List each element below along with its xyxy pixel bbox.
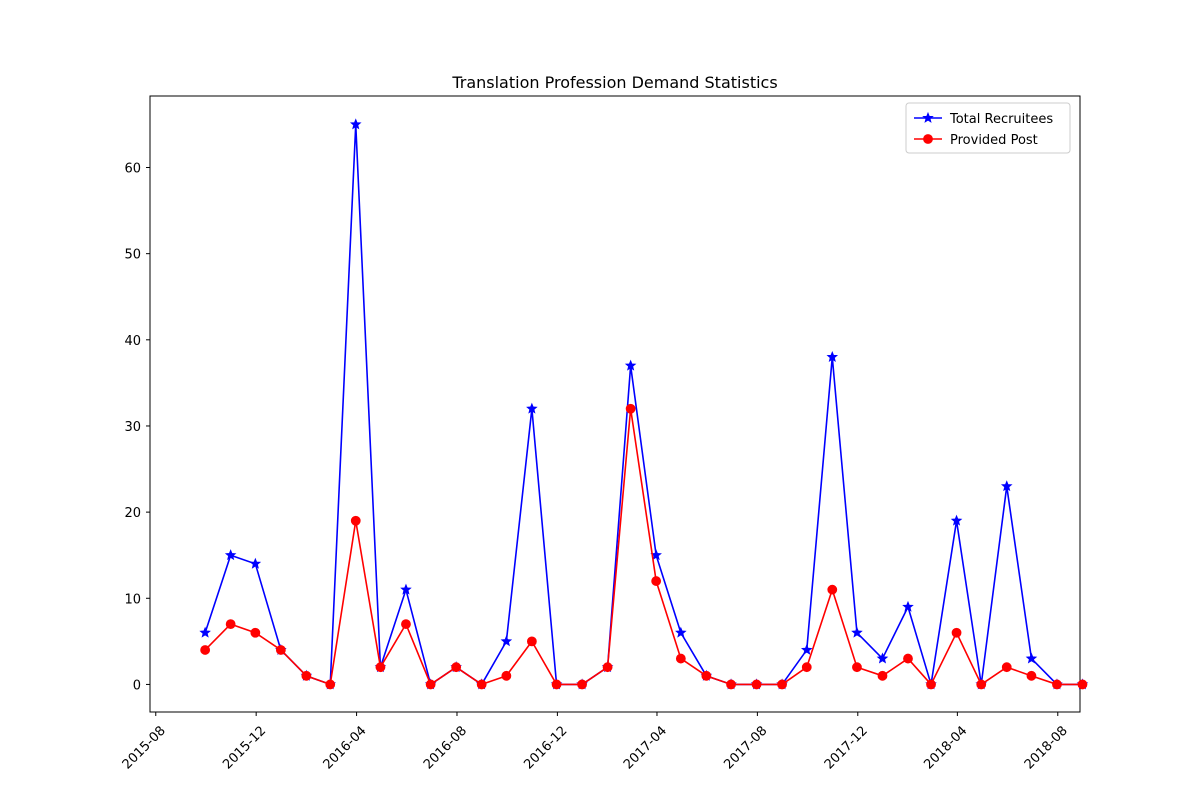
x-tick-label: 2018-08	[1022, 723, 1071, 772]
series-provided-post	[200, 403, 1088, 690]
data-point-provided-post	[726, 679, 736, 690]
x-tick-label: 2018-04	[921, 723, 970, 772]
data-point-provided-post	[625, 403, 636, 414]
data-point-provided-post	[526, 636, 537, 647]
data-point-provided-post	[852, 662, 862, 673]
legend-marker-total-recruitees	[922, 111, 934, 123]
data-point-provided-post	[250, 627, 261, 638]
data-point-provided-post	[976, 679, 987, 690]
data-point-total-recruitees	[800, 643, 813, 655]
data-point-provided-post	[375, 662, 386, 673]
data-point-provided-post	[1052, 679, 1062, 690]
data-point-total-recruitees	[675, 626, 687, 638]
data-point-total-recruitees	[500, 635, 513, 647]
data-point-provided-post	[1001, 662, 1012, 673]
data-point-provided-post	[602, 662, 613, 673]
data-point-total-recruitees	[826, 350, 839, 362]
data-point-provided-post	[903, 653, 913, 664]
data-point-provided-post	[476, 679, 487, 690]
data-point-provided-post	[325, 679, 336, 690]
y-tick-label: 60	[124, 162, 141, 177]
data-point-total-recruitees	[199, 626, 211, 638]
y-tick-label: 20	[124, 506, 141, 521]
y-tick-label: 40	[124, 334, 141, 349]
x-tick-label: 2016-12	[521, 723, 570, 772]
series-layer	[199, 118, 1089, 690]
data-point-provided-post	[577, 679, 587, 690]
x-tick-label: 2017-12	[822, 723, 871, 772]
data-point-provided-post	[651, 576, 662, 586]
data-point-provided-post	[350, 515, 361, 526]
data-point-provided-post	[425, 679, 436, 690]
data-point-total-recruitees	[851, 626, 863, 638]
series-line-provided-post	[204, 407, 1083, 686]
legend-marker-provided-post	[923, 134, 933, 144]
legend-label-total-recruitees: Total Recruitees	[949, 112, 1053, 127]
data-point-total-recruitees	[349, 118, 362, 130]
data-point-total-recruitees	[526, 402, 538, 414]
x-tick-label: 2016-08	[421, 723, 470, 772]
data-point-provided-post	[401, 619, 411, 630]
data-point-provided-post	[275, 645, 286, 655]
data-point-provided-post	[777, 679, 787, 690]
data-point-total-recruitees	[902, 600, 914, 612]
data-point-provided-post	[1026, 670, 1037, 681]
data-point-provided-post	[451, 662, 462, 673]
data-point-provided-post	[501, 670, 512, 681]
y-tick-label: 0	[133, 678, 141, 693]
data-point-provided-post	[926, 679, 936, 690]
data-point-total-recruitees	[1000, 480, 1013, 492]
data-point-provided-post	[827, 584, 838, 595]
plot-frame	[149, 95, 1081, 713]
data-point-provided-post	[675, 653, 686, 664]
data-point-total-recruitees	[249, 557, 262, 569]
legend-box	[905, 102, 1071, 154]
y-tick-label: 30	[124, 420, 141, 435]
chart-title: Translation Profession Demand Statistics	[451, 73, 777, 92]
legend: Total Recruitees Provided Post	[905, 102, 1071, 154]
data-point-total-recruitees	[224, 549, 237, 561]
data-point-provided-post	[1077, 679, 1088, 690]
y-tick-label: 50	[124, 248, 141, 263]
data-point-provided-post	[951, 627, 962, 638]
x-tick-label: 2016-04	[321, 723, 370, 772]
data-point-provided-post	[200, 645, 211, 655]
data-point-total-recruitees	[624, 359, 637, 371]
data-point-provided-post	[701, 670, 712, 681]
data-point-provided-post	[301, 670, 312, 681]
series-total-recruitees	[199, 118, 1089, 690]
x-tick-label: 2015-08	[120, 723, 169, 772]
data-point-provided-post	[877, 670, 888, 681]
x-tick-label: 2015-12	[220, 723, 269, 772]
data-point-total-recruitees	[1025, 652, 1038, 664]
legend-label-provided-post: Provided Post	[950, 133, 1038, 148]
data-point-provided-post	[751, 679, 762, 690]
data-point-total-recruitees	[950, 514, 963, 526]
data-point-total-recruitees	[400, 583, 412, 595]
data-point-total-recruitees	[876, 652, 889, 664]
data-point-provided-post	[225, 619, 236, 630]
data-point-provided-post	[551, 679, 562, 690]
axes: 0 10 20 30 40 50 60 2015-08 2015-12 2016-04 2016-0…	[120, 95, 1081, 772]
data-point-provided-post	[801, 662, 812, 673]
series-line-total-recruitees	[204, 123, 1083, 686]
y-tick-label: 10	[124, 592, 141, 607]
x-tick-label: 2017-04	[621, 723, 670, 772]
x-tick-label: 2017-08	[721, 723, 770, 772]
